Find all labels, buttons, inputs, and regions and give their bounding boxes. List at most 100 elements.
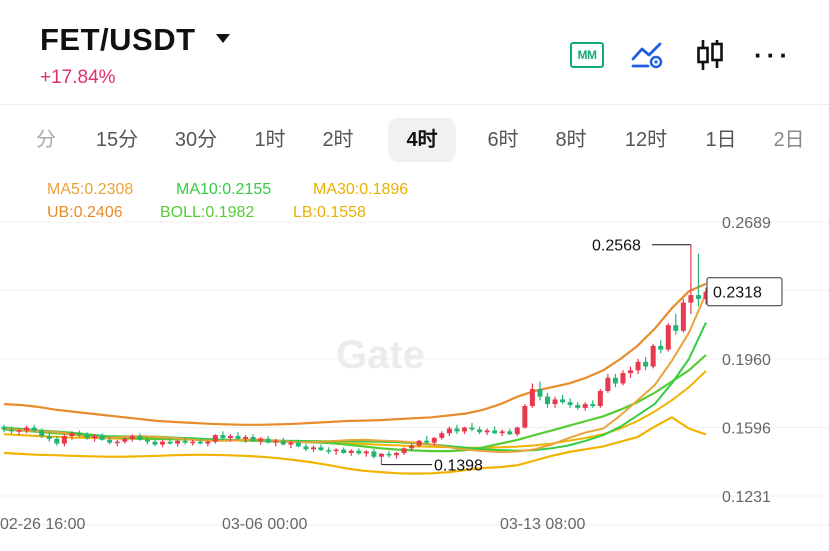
- more-options-icon[interactable]: ···: [754, 40, 792, 70]
- candle-body: [695, 295, 701, 299]
- candle-body: [31, 427, 37, 431]
- candle-body: [582, 404, 588, 408]
- candle-body: [567, 402, 573, 406]
- high-price-label: 0.2568: [592, 238, 641, 255]
- tab-timeframe[interactable]: 30分: [174, 129, 218, 151]
- candle-body: [537, 389, 543, 397]
- candle-body: [544, 396, 550, 405]
- candle-body: [597, 390, 603, 406]
- boll-mid-value: BOLL:0.1982: [160, 204, 255, 221]
- candle-body: [99, 436, 105, 440]
- tab-timeframe-active[interactable]: 4时: [388, 118, 456, 162]
- tab-timeframe[interactable]: 分: [36, 129, 56, 151]
- candle-body: [628, 370, 634, 374]
- candle-body: [363, 451, 369, 454]
- candle-body: [144, 439, 150, 442]
- candle-body: [439, 433, 445, 438]
- candle-body: [650, 345, 656, 367]
- boll-ub-value: UB:0.2406: [47, 204, 123, 221]
- candle-body: [477, 429, 483, 433]
- price-change-percent: +17.84%: [40, 67, 116, 88]
- chart-canvas[interactable]: Gate0.26890.23250.19600.15960.123102-26 …: [0, 170, 829, 551]
- candle-body: [680, 302, 686, 331]
- candle-body: [643, 361, 649, 367]
- candle-body: [620, 373, 626, 384]
- candle-body: [590, 404, 596, 406]
- tab-timeframe[interactable]: 2日: [773, 129, 805, 151]
- candle-body: [484, 430, 490, 433]
- x-tick-label: 02-26 16:00: [0, 516, 86, 533]
- candle-body: [92, 436, 98, 438]
- candlestick-chart[interactable]: Gate0.26890.23250.19600.15960.123102-26 …: [0, 170, 829, 551]
- drawing-tool-button[interactable]: [626, 38, 670, 72]
- candle-body: [431, 437, 437, 443]
- candle-body: [54, 438, 60, 444]
- candle-body: [280, 440, 286, 445]
- tab-timeframe[interactable]: 1日: [705, 129, 737, 151]
- tab-timeframe[interactable]: 2时: [322, 129, 354, 151]
- boll-lower-band: [3, 416, 707, 475]
- candle-body: [190, 441, 196, 444]
- candle-body: [409, 445, 415, 449]
- candle-body: [114, 441, 120, 444]
- candle-body: [265, 438, 271, 443]
- candle-body: [341, 449, 347, 453]
- pair-dropdown-caret-icon[interactable]: [216, 34, 230, 43]
- candle-body: [182, 440, 188, 443]
- candle-body: [424, 440, 430, 443]
- candle-body: [39, 430, 45, 437]
- mm-toggle-button[interactable]: MM: [567, 38, 607, 72]
- candle-body: [673, 325, 679, 331]
- last-price-tag: [706, 277, 783, 307]
- ma5-line: [3, 293, 707, 453]
- candle-body: [333, 449, 339, 452]
- watermark-gate-logo: Gate: [336, 333, 425, 377]
- candle-body: [84, 435, 90, 438]
- ma30-value: MA30:0.1896: [313, 181, 409, 198]
- candle-body: [61, 436, 67, 444]
- candle-body: [258, 438, 264, 441]
- candle-body: [605, 377, 611, 391]
- candle-body: [378, 453, 384, 457]
- chart-type-button[interactable]: [690, 38, 730, 72]
- candle-body: [197, 441, 203, 444]
- candle-body: [9, 429, 15, 432]
- tab-timeframe[interactable]: 15分: [95, 129, 139, 151]
- candle-body: [469, 427, 475, 430]
- header: FET/USDT +17.84% MM ···: [0, 0, 829, 104]
- tab-timeframe[interactable]: 12时: [624, 129, 668, 151]
- last-price-label: 0.2318: [713, 285, 762, 302]
- candle-body: [612, 377, 618, 384]
- candle-body: [122, 438, 128, 442]
- candle-body: [152, 441, 158, 445]
- candle-body: [507, 431, 513, 435]
- mm-icon: MM: [570, 42, 604, 68]
- candle-body: [461, 427, 467, 432]
- trading-pair-title[interactable]: FET/USDT: [40, 22, 196, 57]
- candle-body: [318, 447, 324, 451]
- candle-body: [16, 430, 22, 432]
- candle-body: [575, 405, 581, 408]
- candle-body: [326, 450, 332, 452]
- candle-body: [250, 436, 256, 441]
- candle-body: [454, 428, 460, 432]
- candle-body: [107, 439, 113, 443]
- candle-body: [635, 361, 641, 371]
- candle-body: [416, 440, 422, 446]
- candle-body: [401, 448, 407, 453]
- tab-timeframe[interactable]: 8时: [555, 129, 587, 151]
- candle-body: [175, 440, 181, 444]
- candle-body: [499, 431, 505, 434]
- candle-body: [76, 433, 82, 436]
- tab-timeframe[interactable]: 6时: [487, 129, 519, 151]
- candle-body: [137, 436, 143, 440]
- timeframe-tabs: 分 15分 30分 1时 2时 4时 6时 8时 12时 1日 2日: [0, 118, 829, 162]
- candle-body: [288, 442, 294, 445]
- candle-body: [560, 399, 566, 403]
- candle-body: [205, 441, 211, 444]
- candle-body: [310, 447, 316, 450]
- tab-timeframe[interactable]: 1时: [254, 129, 286, 151]
- y-tick-label: 0.2689: [722, 215, 771, 232]
- candle-body: [386, 453, 392, 456]
- candle-body: [24, 427, 30, 431]
